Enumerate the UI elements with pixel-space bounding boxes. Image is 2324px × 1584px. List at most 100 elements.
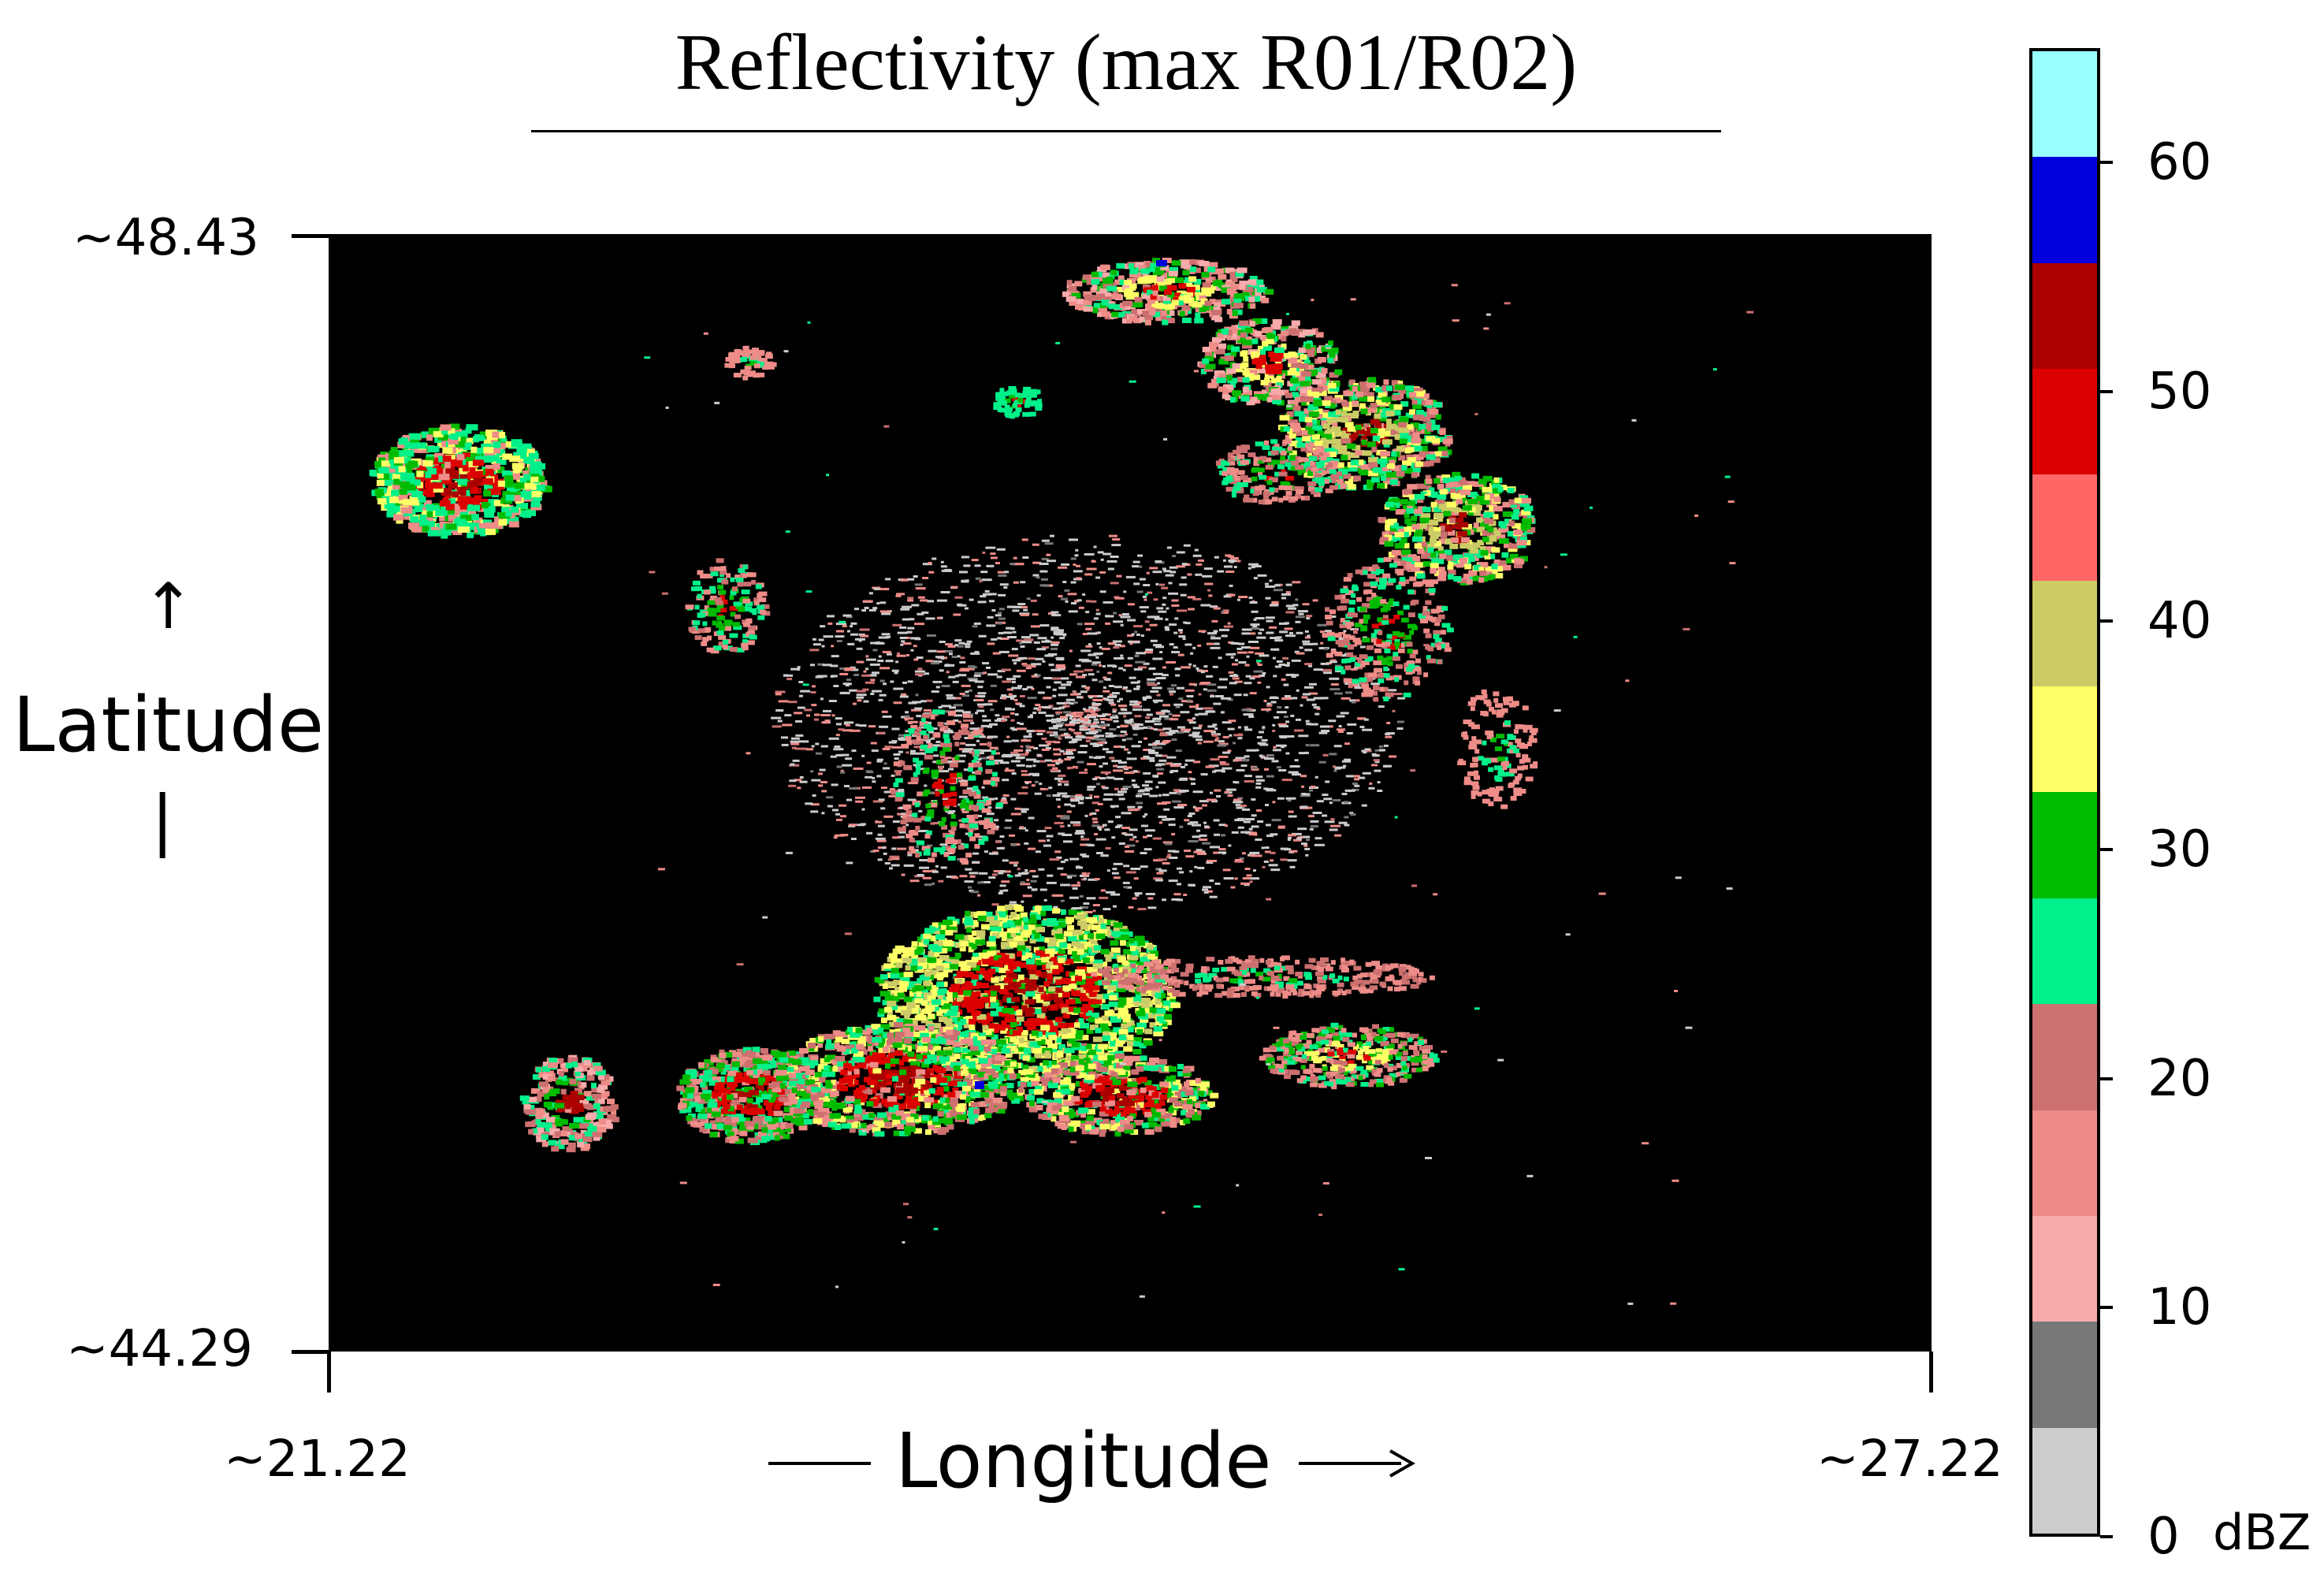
echo-pixel [1200, 773, 1208, 776]
echo-pixel [1410, 422, 1420, 429]
echo-pixel [1374, 433, 1385, 438]
echo-pixel [1237, 737, 1243, 740]
echo-pixel [1187, 286, 1195, 292]
echo-pixel [1393, 404, 1403, 411]
echo-pixel [471, 487, 479, 493]
echo-pixel [1234, 819, 1245, 822]
echo-pixel [1192, 554, 1202, 557]
echo-pixel [1140, 865, 1148, 868]
echo-pixel [1105, 732, 1114, 735]
echo-pixel [877, 731, 885, 734]
echo-pixel [1010, 563, 1016, 566]
echo-pixel [1304, 751, 1309, 754]
echo-pixel [1300, 464, 1307, 470]
echo-pixel [1218, 686, 1227, 689]
echo-pixel [946, 693, 954, 697]
echo-pixel [1192, 731, 1200, 734]
echo-pixel [872, 690, 882, 693]
echo-pixel [1017, 872, 1028, 876]
echo-pixel [1508, 546, 1518, 552]
echo-pixel [1317, 356, 1326, 363]
echo-pixel [1135, 660, 1146, 664]
echo-pixel [1171, 292, 1181, 299]
echo-pixel [1266, 754, 1274, 757]
echo-pixel [1014, 713, 1019, 716]
echo-pixel [1213, 607, 1221, 610]
echo-pixel [1419, 438, 1429, 444]
echo-pixel [1323, 798, 1333, 801]
echo-pixel [833, 685, 839, 687]
echo-pixel [1384, 431, 1391, 437]
echo-pixel [1395, 426, 1401, 431]
echo-pixel [1069, 715, 1073, 718]
echo-pixel [996, 675, 1002, 679]
echo-pixel [1468, 510, 1474, 516]
echo-pixel [1257, 318, 1268, 324]
echo-pixel [1511, 502, 1517, 508]
echo-pixel [1366, 392, 1374, 398]
echo-pixel [1105, 622, 1110, 625]
echo-pixel [1021, 900, 1024, 903]
echo-pixel [1295, 620, 1301, 623]
echo-pixel [798, 694, 803, 697]
echo-pixel [393, 478, 400, 485]
echo-pixel [1117, 312, 1124, 318]
echo-pixel [1248, 716, 1255, 718]
echo-pixel [1199, 261, 1210, 266]
echo-pixel [1301, 696, 1308, 699]
echo-pixel [1225, 788, 1236, 791]
echo-pixel [426, 521, 436, 527]
echo-pixel [445, 493, 456, 500]
echo-pixel [1112, 293, 1122, 299]
echo-pixel [892, 836, 901, 839]
echo-pixel [831, 714, 835, 717]
echo-pixel [980, 733, 984, 736]
echo-pixel [1424, 551, 1431, 557]
echo-pixel [849, 689, 858, 692]
echo-pixel [1343, 630, 1347, 633]
echo-pixel [850, 625, 853, 628]
echo-pixel [1327, 452, 1337, 457]
echo-pixel [508, 516, 519, 523]
echo-pixel [907, 782, 918, 785]
echo-pixel [810, 664, 815, 667]
echo-pixel [1281, 779, 1292, 782]
echo-pixel [1004, 571, 1010, 574]
echo-pixel [927, 844, 933, 847]
echo-pixel [457, 489, 467, 496]
echo-pixel [410, 498, 417, 504]
echo-pixel [382, 479, 392, 486]
echo-pixel [1108, 776, 1115, 779]
echo-pixel [1221, 611, 1225, 614]
echo-pixel [1064, 589, 1070, 592]
echo-pixel [457, 474, 470, 482]
echo-pixel [1108, 303, 1116, 310]
echo-pixel [1099, 896, 1109, 899]
echo-pixel [879, 601, 887, 604]
echo-pixel [1218, 755, 1229, 758]
echo-pixel [1113, 612, 1117, 615]
echo-pixel [1158, 781, 1166, 784]
echo-pixel [1124, 712, 1132, 715]
echo-pixel [961, 556, 969, 559]
echo-pixel [1265, 597, 1271, 600]
echo-pixel [1000, 799, 1007, 802]
echo-pixel [1250, 854, 1253, 857]
echo-pixel [1180, 777, 1188, 780]
echo-pixel [938, 879, 944, 883]
echo-pixel [1143, 584, 1151, 586]
echo-pixel [1334, 369, 1343, 375]
echo-pixel [941, 657, 945, 660]
echo-pixel [1255, 775, 1263, 779]
echo-pixel [1448, 569, 1456, 575]
radar-map[interactable] [329, 234, 1932, 1352]
echo-pixel [1272, 355, 1282, 362]
echo-pixel [1145, 893, 1155, 895]
echo-pixel [453, 503, 464, 510]
echo-pixel [1122, 766, 1132, 769]
echo-pixel [1266, 396, 1274, 403]
echo-pixel [1259, 628, 1265, 631]
echo-pixel [1070, 557, 1076, 560]
echo-pixel [1106, 664, 1116, 667]
echo-pixel [1227, 344, 1234, 351]
